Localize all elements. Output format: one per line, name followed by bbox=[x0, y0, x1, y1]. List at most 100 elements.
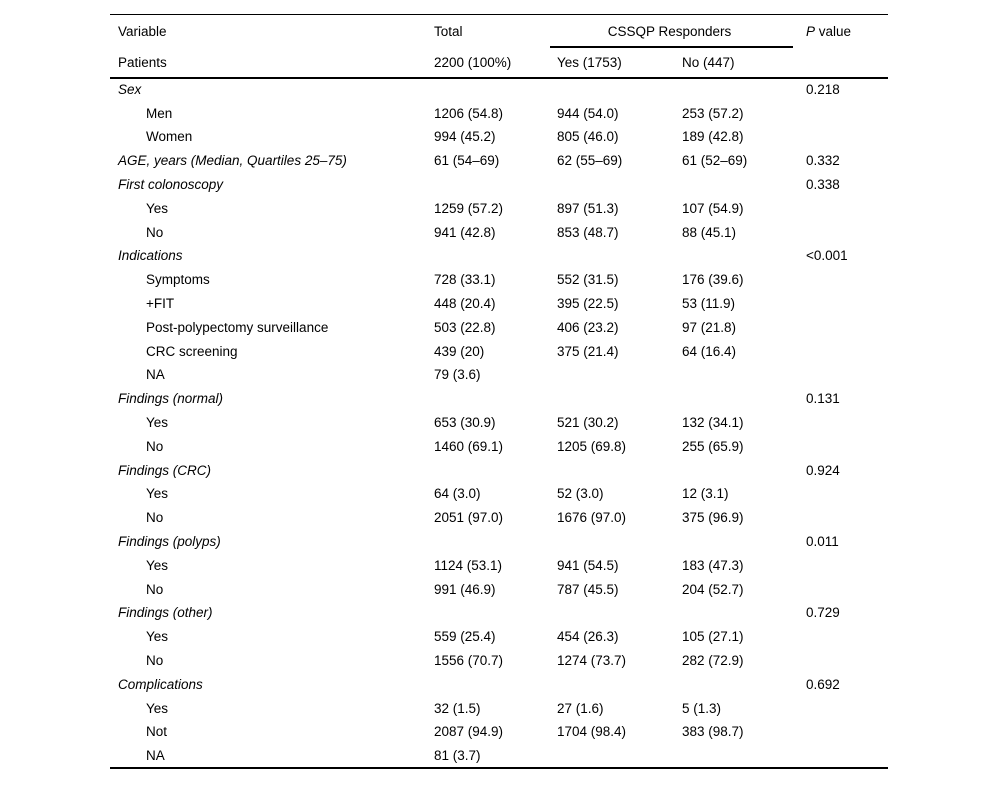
cell-pvalue bbox=[806, 649, 888, 673]
row-label: Post-polypectomy surveillance bbox=[146, 319, 329, 335]
cell-pvalue bbox=[806, 625, 888, 649]
table-row: No 2051 (97.0) 1676 (97.0) 375 (96.9) bbox=[110, 506, 888, 530]
cell-total: 1124 (53.1) bbox=[434, 557, 503, 573]
header-total: Total bbox=[434, 23, 463, 39]
cell-total bbox=[434, 244, 557, 268]
row-label: Findings (polyps) bbox=[118, 534, 221, 550]
cell-yes: 853 (48.7) bbox=[557, 224, 619, 240]
row-label: Findings (other) bbox=[118, 605, 213, 621]
cell-total: 1206 (54.8) bbox=[434, 105, 504, 121]
cell-total: 728 (33.1) bbox=[434, 272, 496, 288]
table-row: NA 79 (3.6) bbox=[110, 363, 888, 387]
table-row: Indications <0.001 bbox=[110, 244, 888, 268]
cell-total: 503 (22.8) bbox=[434, 319, 496, 335]
table-row: Women 994 (45.2) 805 (46.0) 189 (42.8) bbox=[110, 125, 888, 149]
table-row: No 1460 (69.1) 1205 (69.8) 255 (65.9) bbox=[110, 434, 888, 458]
cell-no: 132 (34.1) bbox=[682, 415, 744, 431]
cell-no: 12 (3.1) bbox=[682, 486, 729, 502]
cell-pvalue: <0.001 bbox=[806, 248, 848, 264]
table-row: First colonoscopy 0.338 bbox=[110, 173, 888, 197]
cell-yes: 454 (26.3) bbox=[557, 629, 619, 645]
cell-pvalue bbox=[806, 434, 888, 458]
cell-total bbox=[434, 78, 557, 102]
row-label: No bbox=[146, 653, 164, 669]
cell-yes: 375 (21.4) bbox=[557, 343, 619, 359]
cell-total: 1460 (69.1) bbox=[434, 438, 504, 454]
cell-no bbox=[682, 387, 806, 411]
row-label: AGE, years (Median, Quartiles 25–75) bbox=[118, 153, 347, 169]
cell-total: 64 (3.0) bbox=[434, 486, 481, 502]
cell-total: 994 (45.2) bbox=[434, 129, 496, 145]
cell-pvalue bbox=[806, 101, 888, 125]
table-row: Complications 0.692 bbox=[110, 672, 888, 696]
cell-pvalue bbox=[806, 220, 888, 244]
cell-total bbox=[434, 672, 557, 696]
cell-no bbox=[682, 744, 806, 768]
cell-pvalue bbox=[806, 553, 888, 577]
row-label: NA bbox=[146, 747, 165, 763]
table-row: Not 2087 (94.9) 1704 (98.4) 383 (98.7) bbox=[110, 720, 888, 744]
cell-yes bbox=[557, 601, 682, 625]
cell-total: 1259 (57.2) bbox=[434, 200, 504, 216]
row-label: No bbox=[146, 438, 164, 454]
row-label: Women bbox=[146, 129, 193, 145]
header-empty bbox=[806, 47, 889, 79]
cell-total: 81 (3.7) bbox=[434, 747, 481, 763]
header-no-count: No (447) bbox=[682, 47, 807, 79]
cell-total bbox=[434, 601, 557, 625]
cell-yes bbox=[557, 173, 682, 197]
row-label: Complications bbox=[118, 676, 203, 692]
row-label: Men bbox=[146, 105, 173, 121]
row-label: Yes bbox=[146, 557, 169, 573]
cell-no bbox=[682, 672, 806, 696]
cell-no: 105 (27.1) bbox=[682, 629, 744, 645]
cell-no: 61 (52–69) bbox=[682, 153, 748, 169]
table-row: No 991 (46.9) 787 (45.5) 204 (52.7) bbox=[110, 577, 888, 601]
cell-pvalue bbox=[806, 696, 888, 720]
cell-total: 941 (42.8) bbox=[434, 224, 496, 240]
cell-no bbox=[682, 78, 806, 102]
cell-pvalue bbox=[806, 482, 888, 506]
cell-pvalue: 0.218 bbox=[806, 82, 840, 98]
cell-no bbox=[682, 244, 806, 268]
cell-yes: 805 (46.0) bbox=[557, 129, 619, 145]
table-header: Variable Total CSSQP Responders P value … bbox=[110, 15, 889, 79]
cell-total bbox=[434, 530, 557, 554]
cell-no: 97 (21.8) bbox=[682, 319, 737, 335]
table-row: Post-polypectomy surveillance 503 (22.8) 4… bbox=[110, 315, 888, 339]
header-variable: Variable bbox=[118, 23, 167, 39]
cell-no bbox=[682, 173, 806, 197]
cell-no: 183 (47.3) bbox=[682, 557, 744, 573]
table-body: Sex 0.218 Men 1206 (54.8) 944 (54.0) 253 (57.… bbox=[110, 78, 888, 768]
cell-yes: 944 (54.0) bbox=[557, 105, 619, 121]
row-label: Yes bbox=[146, 415, 169, 431]
cell-yes: 62 (55–69) bbox=[557, 153, 623, 169]
cell-yes: 1676 (97.0) bbox=[557, 510, 627, 526]
group-header-label: CSSQP Responders bbox=[607, 23, 732, 39]
table-row: Findings (other) 0.729 bbox=[110, 601, 888, 625]
cell-pvalue bbox=[806, 292, 888, 316]
p-value-word: value bbox=[815, 23, 852, 39]
cell-no: 383 (98.7) bbox=[682, 724, 744, 740]
cell-pvalue bbox=[806, 506, 888, 530]
table-row: Sex 0.218 bbox=[110, 78, 888, 102]
cell-yes: 521 (30.2) bbox=[557, 415, 619, 431]
cell-pvalue bbox=[806, 268, 888, 292]
table-row: No 941 (42.8) 853 (48.7) 88 (45.1) bbox=[110, 220, 888, 244]
cell-total: 1556 (70.7) bbox=[434, 653, 504, 669]
row-label: First colonoscopy bbox=[118, 177, 224, 193]
cell-total: 448 (20.4) bbox=[434, 296, 496, 312]
header-yes-count: Yes (1753) bbox=[557, 47, 682, 79]
cell-yes bbox=[557, 78, 682, 102]
cell-total: 2051 (97.0) bbox=[434, 510, 504, 526]
row-label: Findings (CRC) bbox=[118, 462, 212, 478]
cell-no: 189 (42.8) bbox=[682, 129, 744, 145]
cell-total: 559 (25.4) bbox=[434, 629, 496, 645]
table-row: Men 1206 (54.8) 944 (54.0) 253 (57.2) bbox=[110, 101, 888, 125]
table-row: Yes 1124 (53.1) 941 (54.5) 183 (47.3) bbox=[110, 553, 888, 577]
row-label: Indications bbox=[118, 248, 183, 264]
group-underline-rule bbox=[550, 45, 793, 48]
cell-no: 204 (52.7) bbox=[682, 581, 744, 597]
cell-total: 32 (1.5) bbox=[434, 700, 481, 716]
cell-no: 53 (11.9) bbox=[682, 296, 736, 312]
